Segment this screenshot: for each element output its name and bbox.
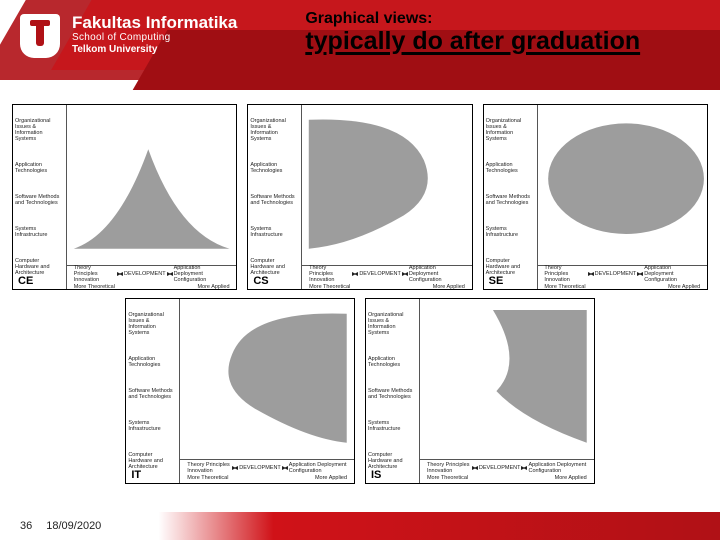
shape-ellipse-icon xyxy=(538,105,707,289)
y-label: Computer Hardware and Architecture xyxy=(250,258,299,276)
plot-area: Theory Principles Innovation DEVELOPMENT… xyxy=(538,105,707,289)
panel-cs: Organizational Issues & Information Syst… xyxy=(247,104,472,290)
x-axis: Theory Principles Innovation DEVELOPMENT… xyxy=(180,459,354,483)
chart-row-2: Organizational Issues & Information Syst… xyxy=(12,298,708,484)
panel-is: Organizational Issues & Information Syst… xyxy=(365,298,595,484)
x-sub-left: More Theoretical xyxy=(309,284,350,290)
y-label: Organizational Issues & Information Syst… xyxy=(368,312,417,336)
title-super: Graphical views: xyxy=(305,10,640,28)
x-right-label: Application Deployment Configuration xyxy=(644,265,700,283)
y-axis: Organizational Issues & Information Syst… xyxy=(366,299,420,483)
y-label: Application Technologies xyxy=(15,162,64,174)
y-label: Systems Infrastructure xyxy=(128,420,177,432)
y-label: Software Methods and Technologies xyxy=(368,388,417,400)
shape-blob-icon xyxy=(302,105,471,289)
slide-title: Graphical views: typically do after grad… xyxy=(305,10,640,56)
panel-code: SE xyxy=(487,275,506,287)
slide-header: Fakultas Informatika School of Computing… xyxy=(0,0,720,96)
slide-date: 18/09/2020 xyxy=(46,520,101,532)
panel-ce: Organizational Issues & Information Syst… xyxy=(12,104,237,290)
shape-mountain-icon xyxy=(67,105,236,289)
brand-logo: Fakultas Informatika School of Computing… xyxy=(18,10,237,58)
x-center-label: DEVELOPMENT xyxy=(479,465,521,471)
panel-code: CE xyxy=(16,275,35,287)
x-axis: Theory Principles Innovation DEVELOPMENT… xyxy=(538,265,707,289)
x-right-label: Application Deployment Configuration xyxy=(409,265,465,283)
y-label: Software Methods and Technologies xyxy=(15,194,64,206)
x-right-label: Application Deployment Configuration xyxy=(528,462,586,474)
x-sub-right: More Applied xyxy=(197,284,229,290)
x-center-label: DEVELOPMENT xyxy=(595,271,637,277)
panel-it: Organizational Issues & Information Syst… xyxy=(125,298,355,484)
y-label: Computer Hardware and Architecture xyxy=(128,452,177,470)
footer-meta: 36 18/09/2020 xyxy=(20,520,101,532)
y-axis: Organizational Issues & Information Syst… xyxy=(126,299,180,483)
y-label: Computer Hardware and Architecture xyxy=(368,452,417,470)
y-label: Computer Hardware and Architecture xyxy=(15,258,64,276)
brand-faculty: Fakultas Informatika xyxy=(72,13,237,33)
plot-area: Theory Principles Innovation DEVELOPMENT… xyxy=(420,299,594,483)
y-label: Software Methods and Technologies xyxy=(128,388,177,400)
panel-se: Organizational Issues & Information Syst… xyxy=(483,104,708,290)
y-label: Organizational Issues & Information Syst… xyxy=(486,118,535,142)
shape-wedge-icon xyxy=(420,299,594,483)
y-axis: Organizational Issues & Information Syst… xyxy=(484,105,538,289)
y-label: Computer Hardware and Architecture xyxy=(486,258,535,276)
panel-code: IT xyxy=(129,469,143,481)
x-left-label: Theory Principles Innovation xyxy=(309,265,351,283)
brand-university: Telkom University xyxy=(72,44,237,56)
brand-school: School of Computing xyxy=(72,32,237,44)
y-label: Software Methods and Technologies xyxy=(250,194,299,206)
y-label: Application Technologies xyxy=(486,162,535,174)
x-sub-right: More Applied xyxy=(668,284,700,290)
x-center-label: DEVELOPMENT xyxy=(359,271,401,277)
y-label: Software Methods and Technologies xyxy=(486,194,535,206)
slide-footer: 36 18/09/2020 xyxy=(0,498,720,540)
footer-bar xyxy=(0,512,720,540)
x-axis: Theory Principles Innovation DEVELOPMENT… xyxy=(67,265,236,289)
plot-area: Theory Principles Innovation DEVELOPMENT… xyxy=(180,299,354,483)
y-label: Application Technologies xyxy=(368,356,417,368)
chart-row-1: Organizational Issues & Information Syst… xyxy=(12,104,708,290)
x-center-label: DEVELOPMENT xyxy=(239,465,281,471)
x-left-label: Theory Principles Innovation xyxy=(427,462,471,474)
x-right-label: Application Deployment Configuration xyxy=(174,265,230,283)
y-label: Application Technologies xyxy=(250,162,299,174)
y-axis: Organizational Issues & Information Syst… xyxy=(248,105,302,289)
chart-grid: Organizational Issues & Information Syst… xyxy=(12,104,708,492)
x-right-label: Application Deployment Configuration xyxy=(289,462,347,474)
x-left-label: Theory Principles Innovation xyxy=(187,462,231,474)
plot-area: Theory Principles Innovation DEVELOPMENT… xyxy=(67,105,236,289)
x-left-label: Theory Principles Innovation xyxy=(544,265,586,283)
y-label: Organizational Issues & Information Syst… xyxy=(15,118,64,142)
x-sub-left: More Theoretical xyxy=(544,284,585,290)
y-label: Systems Infrastructure xyxy=(368,420,417,432)
plot-area: Theory Principles Innovation DEVELOPMENT… xyxy=(302,105,471,289)
y-label: Systems Infrastructure xyxy=(486,226,535,238)
y-axis: Organizational Issues & Information Syst… xyxy=(13,105,67,289)
y-label: Organizational Issues & Information Syst… xyxy=(128,312,177,336)
x-center-label: DEVELOPMENT xyxy=(124,271,166,277)
y-label: Systems Infrastructure xyxy=(250,226,299,238)
title-main: typically do after graduation xyxy=(305,28,640,56)
y-label: Systems Infrastructure xyxy=(15,226,64,238)
y-label: Organizational Issues & Information Syst… xyxy=(250,118,299,142)
brand-text: Fakultas Informatika School of Computing… xyxy=(72,13,237,56)
x-sub-right: More Applied xyxy=(433,284,465,290)
x-sub-left: More Theoretical xyxy=(74,284,115,290)
x-sub-left: More Theoretical xyxy=(427,475,468,481)
x-axis: Theory Principles Innovation DEVELOPMENT… xyxy=(420,459,594,483)
logo-mark-icon xyxy=(18,10,62,58)
shape-blob-icon xyxy=(180,299,354,483)
x-left-label: Theory Principles Innovation xyxy=(74,265,116,283)
slide-number: 36 xyxy=(20,520,32,532)
panel-code: CS xyxy=(251,275,270,287)
x-sub-left: More Theoretical xyxy=(187,475,228,481)
x-sub-right: More Applied xyxy=(315,475,347,481)
x-axis: Theory Principles Innovation DEVELOPMENT… xyxy=(302,265,471,289)
panel-code: IS xyxy=(369,469,383,481)
x-sub-right: More Applied xyxy=(555,475,587,481)
y-label: Application Technologies xyxy=(128,356,177,368)
